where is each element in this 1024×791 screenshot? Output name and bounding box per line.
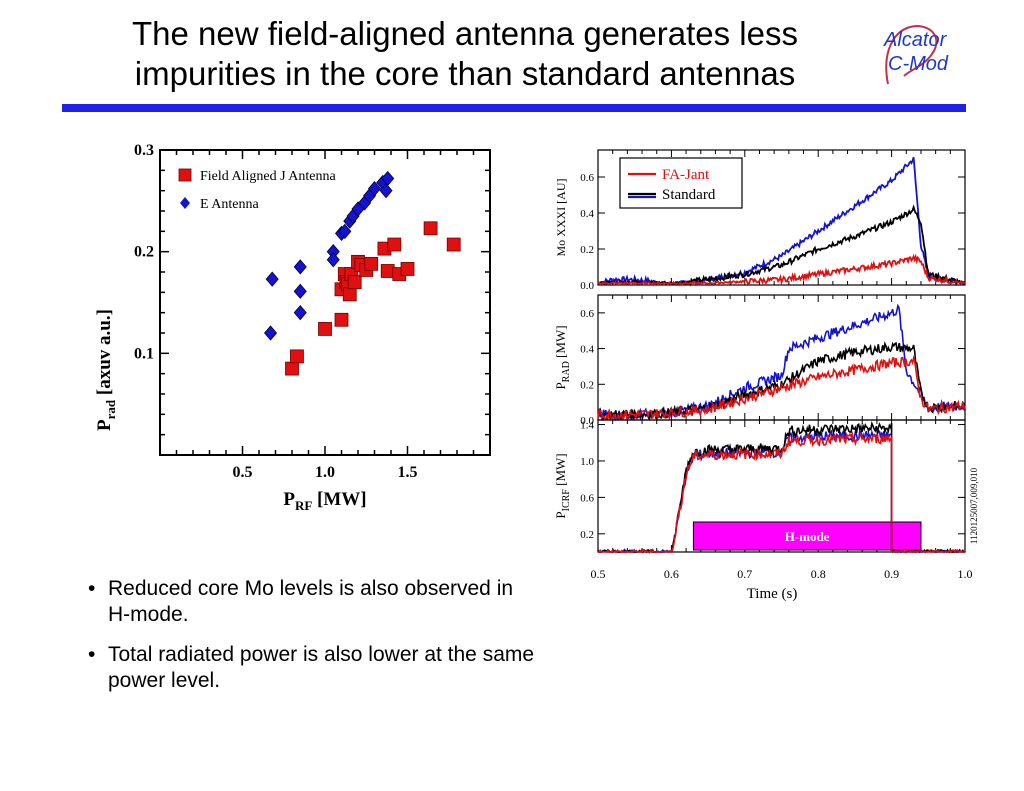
slide-title-line-1: The new field-aligned antenna generates … xyxy=(132,15,798,52)
bullet-dot: • xyxy=(88,577,96,600)
scatter-xlabel-rest: [MW] xyxy=(312,489,366,510)
e-antenna-point xyxy=(367,181,382,197)
trace-panel-2: 0.0 0.2 0.4 0.6 PRAD [MW] xyxy=(553,294,966,427)
bullet-dot: • xyxy=(88,643,96,666)
scatter-y-tick-label: 0.2 xyxy=(134,244,154,261)
title-divider xyxy=(62,104,966,112)
alcator-cmod-logo: Alcator C-Mod xyxy=(883,24,949,85)
scatter-x-tick-label: 0.5 xyxy=(233,464,253,481)
trace-y-tick-label: 1.0 xyxy=(580,456,594,468)
shot-number-label: 1120125007,009,010 xyxy=(969,467,979,544)
bullet-item: • Reduced core Mo levels is also observe… xyxy=(88,576,538,628)
trace-y-tick-label: 1.4 xyxy=(580,420,594,432)
bullet-text: Reduced core Mo levels is also observed … xyxy=(108,577,514,626)
e-antenna-point xyxy=(264,325,278,341)
e-antenna-point xyxy=(293,305,307,321)
legend-label: Field Aligned J Antenna xyxy=(200,169,337,184)
time-xlabel: Time (s) xyxy=(747,586,798,602)
trace-panel-frame xyxy=(597,419,966,553)
trace-line-fa-jant xyxy=(597,253,966,286)
e-antenna-point xyxy=(379,183,393,199)
legend-square-marker xyxy=(178,168,192,182)
scatter-xlabel-main: P xyxy=(283,489,295,510)
trace-y-tick-label: 0.6 xyxy=(580,308,594,320)
trace-line-standard xyxy=(597,341,966,422)
field-aligned-point xyxy=(380,264,395,278)
scatter-ylabel: Prad [axuv a.u.] xyxy=(94,309,118,431)
scatter-xlabel: PRF [MW] xyxy=(283,489,366,513)
trace-line-standard xyxy=(597,204,966,287)
trace-line-fa-jant xyxy=(597,355,966,422)
scatter-chart: 0.5 1.0 1.5 0.1 0.2 0.3 Field Aligned J Anten… xyxy=(94,142,491,513)
bullet-list: • Reduced core Mo levels is also observe… xyxy=(88,576,538,708)
field-aligned-point xyxy=(400,262,415,276)
trace-y-tick-label: 0.2 xyxy=(580,529,594,541)
bullet-item: • Total radiated power is also lower at … xyxy=(88,642,538,694)
trace-y-tick-label: 0.6 xyxy=(580,172,594,184)
e-antenna-point xyxy=(293,259,307,275)
trace-ylabel: Mo XXXI [AU] xyxy=(554,179,568,257)
trace-legend-box xyxy=(619,157,743,209)
trace-panel-1: 0.0 0.2 0.4 0.6 FA-Jant Standard Mo XXXI [AU] xyxy=(554,149,966,292)
scatter-plot-frame xyxy=(159,149,491,456)
time-x-tick-label: 1.0 xyxy=(958,567,973,581)
time-x-tick-label: 0.5 xyxy=(591,567,606,581)
trace-y-tick-label: 0.2 xyxy=(580,379,594,391)
trace-y-tick-label: 0.4 xyxy=(580,344,594,356)
trace-y-tick-label: 0.2 xyxy=(580,244,594,256)
scatter-ylabel-sub: rad xyxy=(103,399,118,419)
e-antenna-point xyxy=(326,252,340,268)
field-aligned-point xyxy=(334,312,349,327)
trace-line-fa-jant xyxy=(598,431,965,554)
trace-ylabel: PICRF [MW] xyxy=(553,453,572,518)
trace-y-tick-label: 0.0 xyxy=(580,280,594,292)
legend-diamond-marker xyxy=(180,197,190,209)
time-x-tick-label: 0.9 xyxy=(884,567,899,581)
field-aligned-point xyxy=(285,361,299,376)
bullet-text: Total radiated power is also lower at th… xyxy=(108,643,535,692)
logo-text-alcator: Alcator xyxy=(883,29,948,51)
h-mode-bar xyxy=(692,521,922,551)
time-x-tick-label: 0.6 xyxy=(664,567,679,581)
legend-label: E Antenna xyxy=(200,197,259,212)
trace-legend-label: Standard xyxy=(662,187,716,203)
field-aligned-point xyxy=(318,322,332,336)
scatter-xlabel-sub: RF xyxy=(295,498,312,513)
field-aligned-point xyxy=(387,237,402,252)
time-x-tick-label: 0.8 xyxy=(811,567,826,581)
scatter-x-tick-label: 1.5 xyxy=(398,464,418,481)
field-aligned-point xyxy=(364,256,379,271)
trace-panel-frame xyxy=(597,149,966,286)
trace-ylabel: PRAD [MW] xyxy=(553,325,572,389)
time-x-tick-label: 0.7 xyxy=(737,567,752,581)
field-aligned-point xyxy=(290,349,304,364)
scatter-y-tick-label: 0.1 xyxy=(134,345,154,362)
scatter-y-tick-label: 0.3 xyxy=(134,142,154,159)
slide-title-line-2: impurities in the core than standard ant… xyxy=(134,55,796,92)
logo-swoosh xyxy=(885,24,938,85)
trace-legend: FA-Jant Standard xyxy=(619,157,743,209)
logo-text-cmod: C-Mod xyxy=(888,53,949,75)
field-aligned-point xyxy=(347,275,362,290)
trace-panel-3: 0.2 0.6 1.0 1.4 H-mode PICRF [MW] 1120125007,0… xyxy=(553,419,979,554)
trace-y-tick-label: 0.0 xyxy=(580,415,594,427)
trace-legend-label: FA-Jant xyxy=(662,167,710,183)
e-antenna-point xyxy=(338,223,352,239)
trace-y-tick-label: 0.4 xyxy=(580,208,594,220)
field-aligned-point xyxy=(446,237,461,252)
slide-title: The new field-aligned antenna generates … xyxy=(70,14,860,94)
field-aligned-point xyxy=(423,221,438,236)
scatter-x-tick-label: 1.0 xyxy=(315,464,335,481)
e-antenna-point xyxy=(293,283,307,299)
trace-y-tick-label: 0.6 xyxy=(580,492,594,504)
field-aligned-point xyxy=(342,287,357,302)
scatter-ylabel-main: P xyxy=(94,419,115,431)
scatter-ylabel-rest: [axuv a.u.] xyxy=(94,309,115,400)
h-mode-label: H-mode xyxy=(785,529,830,544)
trace-panel-frame xyxy=(597,294,966,421)
e-antenna-point xyxy=(265,271,279,287)
